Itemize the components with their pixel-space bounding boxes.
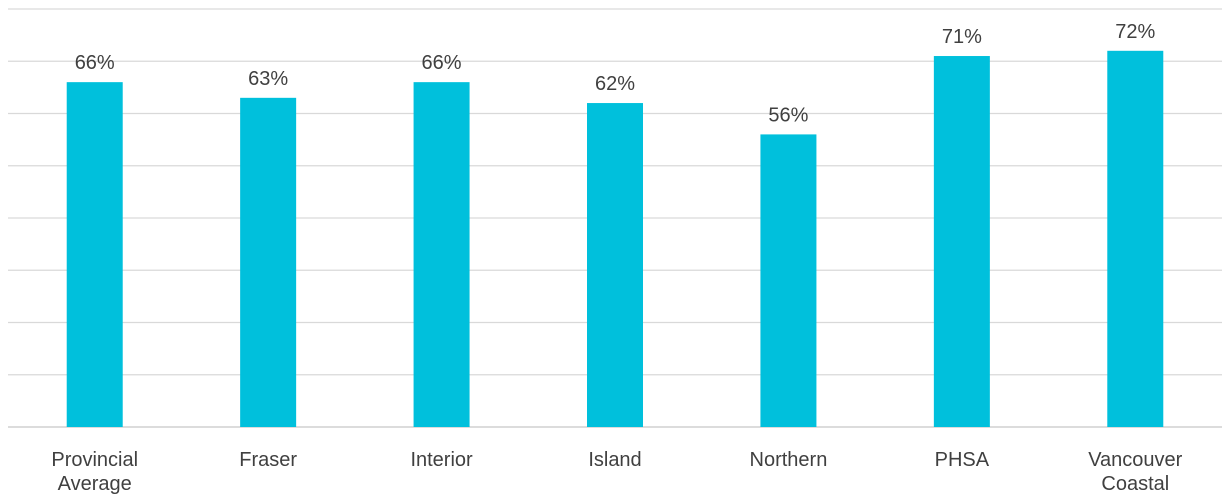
bar-5 (933, 56, 990, 428)
data-label-1: 63% (248, 68, 288, 90)
category-label-line: Coastal (1101, 473, 1169, 495)
category-labels: Provincial Average Fraser Interior Island Nor… (51, 449, 1182, 495)
bars (66, 50, 1164, 428)
data-label-6: 72% (1115, 21, 1155, 43)
category-label-4: Northern (750, 449, 828, 471)
category-label-line: Fraser (239, 449, 297, 471)
category-label-1: Fraser (239, 449, 297, 471)
category-label-line: Interior (410, 449, 473, 471)
bar-6 (1107, 50, 1164, 428)
bar-4 (760, 134, 817, 427)
data-labels: 66% 63% 66% 62% 56% 71% 72% (75, 21, 1156, 127)
category-label-5: PHSA (935, 449, 990, 471)
category-label-line: Vancouver (1088, 449, 1182, 471)
category-label-line: Island (588, 449, 641, 471)
data-label-0: 66% (75, 52, 115, 74)
category-label-line: PHSA (935, 449, 990, 471)
data-label-3: 62% (595, 73, 635, 95)
category-label-6: Vancouver Coastal (1088, 449, 1182, 495)
category-label-line: Average (58, 473, 132, 495)
category-label-line: Northern (750, 449, 828, 471)
category-label-0: Provincial Average (51, 449, 138, 495)
data-label-5: 71% (942, 26, 982, 48)
category-label-line: Provincial (51, 449, 138, 471)
category-label-2: Interior (410, 449, 473, 471)
data-label-4: 56% (768, 104, 808, 126)
category-label-3: Island (588, 449, 641, 471)
bar-1 (240, 97, 297, 427)
bar-0 (66, 82, 123, 428)
bar-2 (413, 82, 470, 428)
bar-3 (587, 103, 643, 428)
data-label-2: 66% (422, 52, 462, 74)
